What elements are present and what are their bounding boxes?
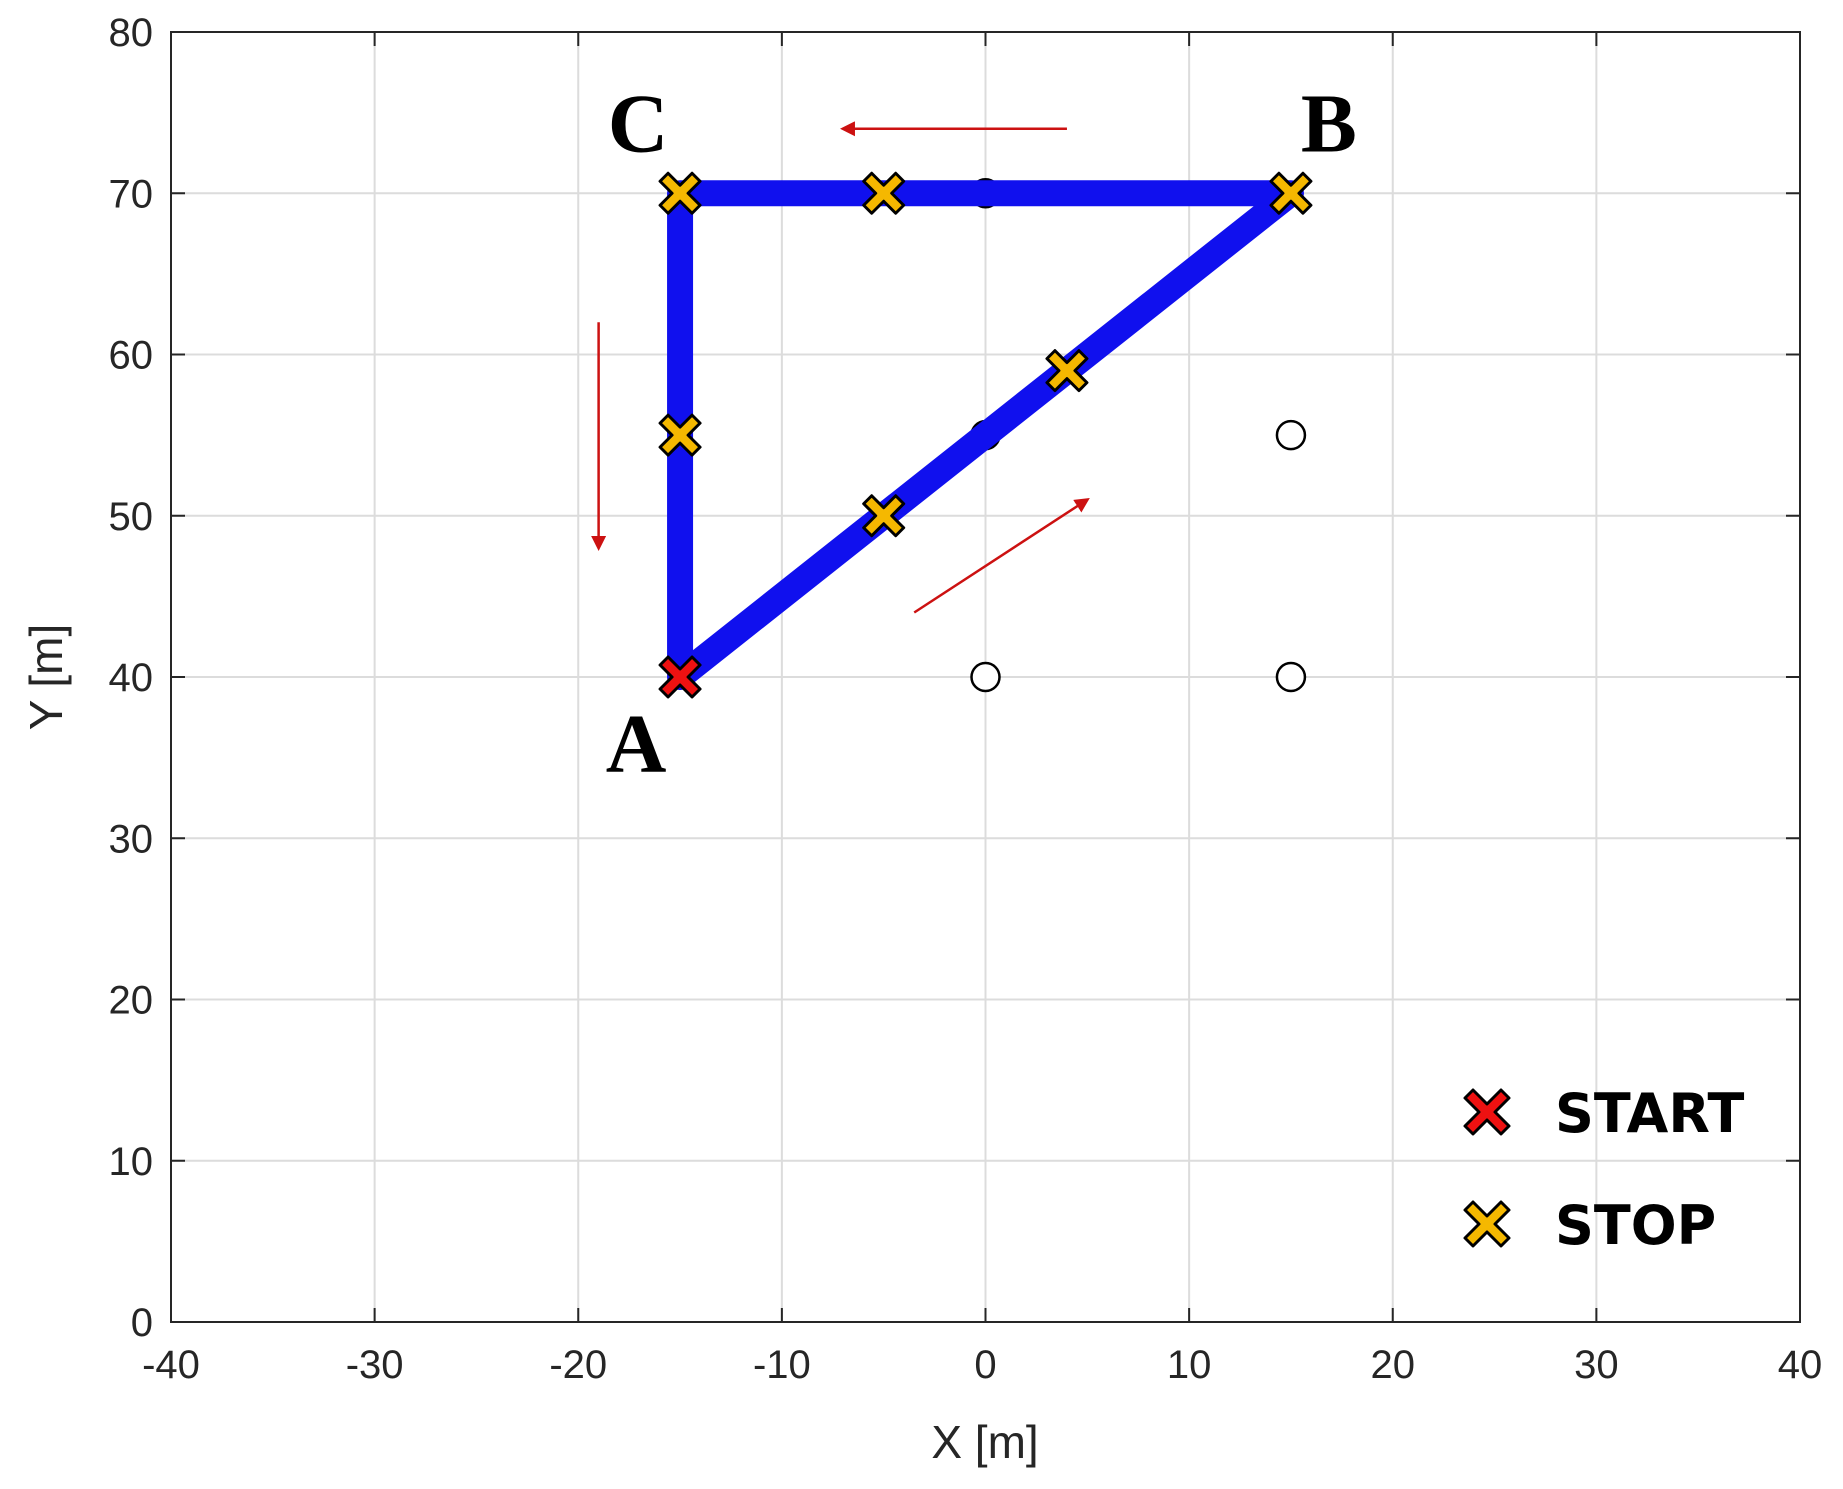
stop-marker (1045, 349, 1089, 393)
x-tick-label: 40 (1778, 1343, 1823, 1387)
x-axis-label: X [m] (931, 1416, 1038, 1468)
stop-marker (658, 171, 702, 215)
y-tick-label: 60 (109, 334, 154, 378)
y-tick-label: 30 (109, 817, 154, 861)
y-tick-label: 80 (109, 11, 154, 55)
reference-points (970, 178, 1307, 693)
legend: START STOP (1463, 1082, 1744, 1257)
y-tick-label: 0 (131, 1301, 153, 1345)
x-tick-label: 10 (1167, 1343, 1212, 1387)
markers (658, 171, 1313, 699)
stop-marker (1269, 171, 1313, 215)
legend-start-marker (1463, 1088, 1511, 1136)
x-tick-label: 20 (1371, 1343, 1416, 1387)
y-tick-label: 40 (109, 656, 154, 700)
point-label-a: A (606, 698, 667, 791)
stop-marker (658, 413, 702, 457)
x-tick-label: 0 (974, 1343, 996, 1387)
y-tick-label: 50 (109, 495, 154, 539)
stop-marker (862, 171, 906, 215)
direction-arrows (591, 121, 1090, 614)
point-label-b: B (1301, 77, 1357, 170)
x-tick-label: -40 (142, 1343, 200, 1387)
x-tick-label: -30 (346, 1343, 404, 1387)
axis-ticks: -40 -30 -20 -10 0 10 20 30 40 0 10 20 30 40 50 60 70 80 (109, 11, 1823, 1387)
legend-start-label: START (1555, 1082, 1744, 1145)
reference-point (970, 661, 1001, 693)
x-tick-label: 30 (1574, 1343, 1619, 1387)
y-tick-label: 10 (109, 1140, 154, 1184)
start-marker (658, 655, 702, 699)
y-axis-label: Y [m] (20, 624, 72, 731)
legend-stop-label: STOP (1555, 1194, 1716, 1257)
reference-point (1275, 661, 1307, 693)
x-tick-label: -10 (753, 1343, 811, 1387)
stop-marker (862, 494, 906, 538)
reference-point (1275, 419, 1307, 451)
point-label-c: C (608, 77, 669, 170)
direction-arrow (913, 497, 1090, 614)
x-tick-label: -20 (549, 1343, 607, 1387)
legend-stop-marker (1463, 1200, 1511, 1248)
point-labels: A B C (606, 77, 1357, 791)
y-tick-label: 20 (109, 979, 154, 1023)
y-tick-label: 70 (109, 172, 154, 216)
